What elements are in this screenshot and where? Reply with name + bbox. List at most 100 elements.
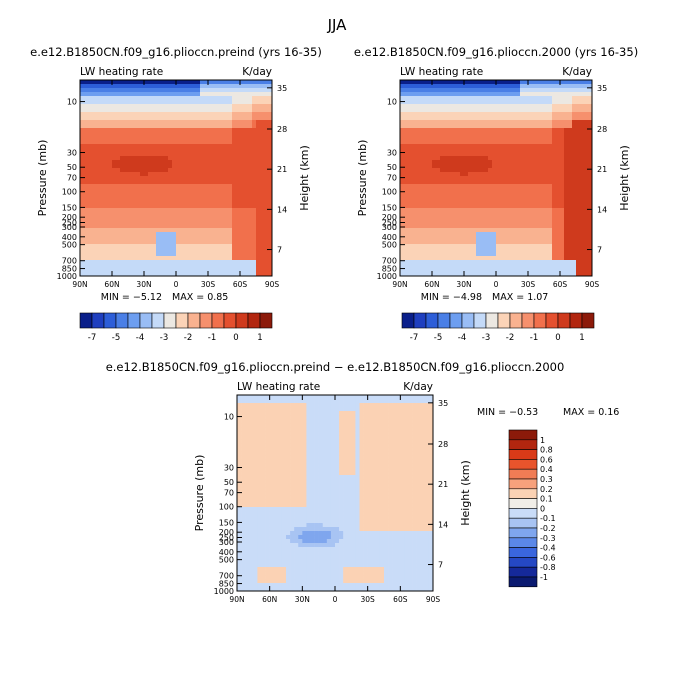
contour-cell [112, 120, 117, 125]
contour-cell [532, 236, 537, 241]
contour-cell [512, 252, 517, 257]
contour-cell [136, 252, 141, 257]
contour-cell [532, 248, 537, 253]
contour-cell [556, 116, 561, 121]
contour-cell [444, 112, 449, 117]
contour-cell [472, 248, 477, 253]
contour-cell [500, 196, 505, 201]
contour-cell [488, 96, 493, 101]
contour-cell [412, 156, 417, 161]
contour-cell [100, 220, 105, 225]
contour-cell [428, 124, 433, 129]
contour-cell [440, 260, 445, 265]
contour-cell [548, 140, 553, 145]
contour-cell [244, 128, 249, 133]
contour-cell [580, 168, 585, 173]
contour-cell [124, 172, 129, 177]
contour-cell [108, 172, 113, 177]
contour-cell [112, 172, 117, 177]
contour-cell [428, 264, 433, 269]
contour-cell [237, 527, 242, 532]
contour-cell [512, 160, 517, 165]
contour-cell [500, 244, 505, 249]
contour-cell [580, 128, 585, 133]
contour-cell [464, 92, 469, 97]
contour-cell [260, 260, 265, 265]
contour-cell [88, 220, 93, 225]
contour-cell [536, 156, 541, 161]
contour-cell [164, 184, 169, 189]
contour-cell [404, 88, 409, 93]
contour-cell [104, 212, 109, 217]
contour-cell [520, 248, 525, 253]
contour-cell [532, 104, 537, 109]
contour-cell [572, 216, 577, 221]
contour-cell [241, 579, 246, 584]
contour-cell [168, 192, 173, 197]
contour-cell [241, 487, 246, 492]
contour-cell [220, 184, 225, 189]
contour-cell [148, 84, 153, 89]
contour-cell [184, 220, 189, 225]
contour-cell [200, 256, 205, 261]
contour-cell [552, 240, 557, 245]
contour-cell [400, 144, 405, 149]
contour-cell [492, 232, 497, 237]
contour-cell [88, 120, 93, 125]
contour-cell [216, 100, 221, 105]
contour-cell [428, 220, 433, 225]
contour-cell [528, 116, 533, 121]
contour-cell [492, 88, 497, 93]
contour-cell [112, 80, 117, 85]
contour-cell [244, 120, 249, 125]
contour-cell [124, 184, 129, 189]
contour-cell [492, 192, 497, 197]
contour-cell [508, 196, 513, 201]
contour-cell [548, 208, 553, 213]
contour-cell [220, 172, 225, 177]
contour-cell [496, 168, 501, 173]
contour-cell [520, 224, 525, 229]
contour-cell [92, 244, 97, 249]
contour-cell [164, 140, 169, 145]
contour-cell [100, 156, 105, 161]
contour-cell [80, 100, 85, 105]
contour-cell [132, 272, 137, 277]
contour-cell [152, 236, 157, 241]
contour-cell [464, 256, 469, 261]
contour-cell [568, 96, 573, 101]
contour-cell [260, 200, 265, 205]
contour-cell [268, 104, 273, 109]
contour-cell [152, 208, 157, 213]
contour-cell [120, 160, 125, 165]
contour-cell [224, 244, 229, 249]
contour-cell [188, 116, 193, 121]
contour-cell [100, 256, 105, 261]
contour-cell [428, 184, 433, 189]
contour-cell [484, 104, 489, 109]
contour-cell [237, 539, 242, 544]
contour-cell [584, 256, 589, 261]
contour-cell [241, 395, 246, 400]
contour-cell [176, 180, 181, 185]
contour-cell [200, 200, 205, 205]
contour-cell [268, 100, 273, 105]
contour-cell [228, 260, 233, 265]
contour-cell [584, 184, 589, 189]
contour-cell [164, 212, 169, 217]
contour-cell [92, 264, 97, 269]
contour-cell [564, 140, 569, 145]
contour-cell [212, 164, 217, 169]
contour-cell [568, 188, 573, 193]
contour-cell [244, 144, 249, 149]
contour-cell [408, 208, 413, 213]
contour-cell [132, 204, 137, 209]
contour-cell [208, 192, 213, 197]
contour-cell [228, 172, 233, 177]
contour-cell [144, 148, 149, 153]
contour-cell [560, 140, 565, 145]
contour-cell [512, 164, 517, 169]
contour-cell [232, 264, 237, 269]
contour-cell [528, 144, 533, 149]
contour-cell [456, 204, 461, 209]
